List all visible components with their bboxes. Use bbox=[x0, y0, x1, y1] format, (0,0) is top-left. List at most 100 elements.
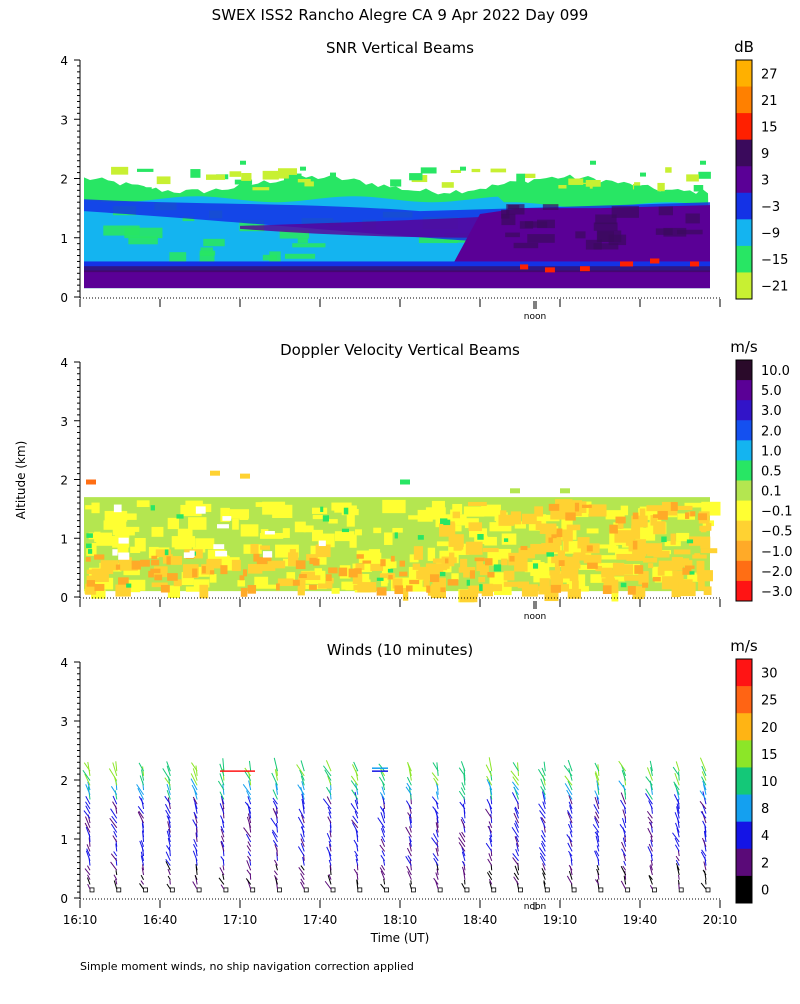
snr-speck bbox=[520, 221, 533, 229]
wind-base-marker bbox=[358, 888, 362, 892]
wind-barb bbox=[111, 862, 117, 870]
vel-patch bbox=[565, 512, 575, 520]
wind-barb bbox=[141, 881, 144, 885]
snr-speck bbox=[508, 205, 519, 209]
vel-patch bbox=[426, 507, 446, 519]
colorbar-label: −21 bbox=[761, 280, 788, 295]
wind-barb bbox=[491, 814, 492, 823]
wind-barb bbox=[541, 843, 545, 851]
snr-speck bbox=[694, 185, 703, 191]
wind-barb bbox=[461, 761, 465, 771]
wind-base-marker bbox=[251, 888, 255, 892]
vel-patch bbox=[494, 564, 501, 571]
colorbar-label: 10 bbox=[761, 775, 778, 790]
colorbar-label: −9 bbox=[761, 227, 780, 242]
snr-speck bbox=[650, 258, 659, 263]
snr-speck bbox=[263, 171, 279, 180]
wind-profile bbox=[351, 762, 362, 892]
vel-patch bbox=[344, 508, 348, 515]
wind-barb bbox=[411, 880, 412, 884]
vel-patch bbox=[567, 525, 581, 531]
wind-profile bbox=[645, 761, 656, 892]
snr-speck bbox=[586, 180, 601, 187]
vel-patch bbox=[453, 512, 460, 519]
wind-profile bbox=[459, 761, 469, 892]
snr-speck bbox=[421, 167, 437, 173]
snr-speck bbox=[620, 261, 633, 266]
vel-patch bbox=[373, 528, 381, 533]
vel-patch bbox=[440, 587, 445, 592]
vel-patch bbox=[290, 549, 296, 561]
noon-label: noon bbox=[524, 612, 546, 622]
wind-barb bbox=[88, 884, 90, 889]
vel-patch bbox=[94, 554, 104, 559]
wind-barb bbox=[87, 866, 90, 871]
x-tick-label: 16:10 bbox=[63, 913, 98, 927]
vel-patch bbox=[154, 575, 162, 581]
vel-patch bbox=[199, 585, 208, 599]
colorbar-swatch bbox=[736, 521, 752, 542]
vel-patch bbox=[113, 513, 137, 519]
y-tick-label: 4 bbox=[60, 656, 68, 670]
snr-speck bbox=[190, 169, 200, 178]
colorbar-swatch bbox=[736, 272, 752, 299]
vel-patch bbox=[621, 583, 627, 588]
wind-profile bbox=[83, 762, 94, 892]
y-tick-label: 1 bbox=[60, 833, 68, 847]
vel-patch bbox=[633, 541, 638, 550]
vel-patch bbox=[347, 513, 355, 526]
vel-patch bbox=[357, 582, 376, 592]
vel-patch bbox=[573, 555, 589, 559]
vel-patch bbox=[478, 577, 485, 582]
wind-barb bbox=[513, 857, 519, 865]
vel-patch bbox=[694, 553, 700, 557]
snr-speck bbox=[298, 179, 311, 182]
vel-patch bbox=[316, 545, 331, 558]
vel-patch bbox=[484, 537, 497, 546]
vel-patch bbox=[320, 507, 323, 512]
vel-patch bbox=[501, 559, 507, 566]
snr-speck bbox=[390, 179, 401, 186]
snr-layer bbox=[84, 266, 710, 272]
vel-patch bbox=[384, 532, 393, 544]
snr-speck bbox=[634, 186, 642, 190]
vel-patch bbox=[671, 534, 676, 545]
wind-barb bbox=[219, 878, 224, 885]
wind-profile bbox=[297, 760, 309, 891]
wind-barb bbox=[247, 870, 251, 875]
wind-barb bbox=[248, 842, 251, 847]
colorbar-swatch bbox=[736, 767, 752, 795]
vel-patch bbox=[151, 505, 155, 510]
vel-gap bbox=[118, 553, 129, 560]
colorbar-swatch bbox=[736, 876, 752, 904]
snr-speck bbox=[460, 167, 466, 171]
vel-patch bbox=[479, 584, 482, 591]
colorbar-label: −15 bbox=[761, 253, 788, 268]
noon-label: noon bbox=[524, 902, 546, 912]
y-tick-label: 1 bbox=[60, 532, 68, 546]
wind-base-marker bbox=[706, 888, 710, 892]
x-tick-label: 19:10 bbox=[543, 913, 578, 927]
vel-patch bbox=[116, 565, 120, 570]
vel-patch bbox=[349, 569, 358, 578]
vel-patch bbox=[704, 586, 712, 595]
snr-speck bbox=[698, 172, 711, 179]
colorbar-label: 15 bbox=[761, 748, 778, 763]
colorbar-swatch bbox=[736, 140, 752, 167]
colorbar-swatch bbox=[736, 541, 752, 562]
snr-speck bbox=[451, 170, 461, 173]
x-tick-label: 17:10 bbox=[223, 913, 258, 927]
vel-patch bbox=[248, 585, 256, 594]
vel-patch bbox=[426, 586, 430, 593]
colorbar-swatch bbox=[736, 219, 752, 246]
vel-patch bbox=[166, 556, 170, 564]
vel-patch bbox=[628, 586, 636, 595]
wind-profile bbox=[163, 761, 175, 891]
x-tick-label: 18:10 bbox=[383, 913, 418, 927]
wind-profile bbox=[191, 763, 201, 892]
vel-patch bbox=[86, 543, 92, 548]
vel-patch bbox=[433, 558, 443, 562]
y-tick-label: 3 bbox=[60, 715, 68, 729]
